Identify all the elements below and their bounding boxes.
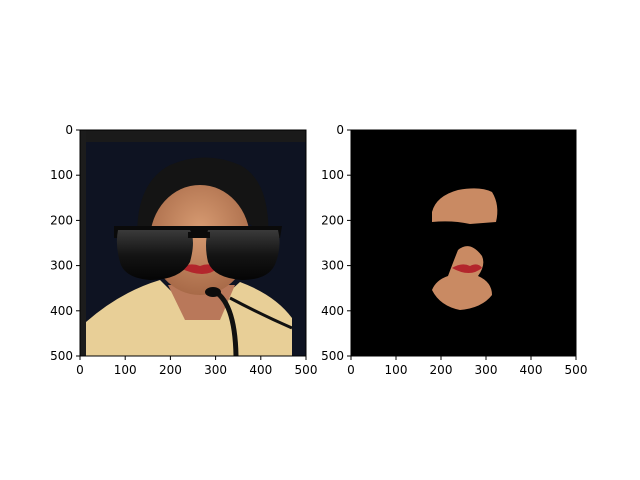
left-ytick-label: 100 xyxy=(50,168,73,182)
sunglasses-bridge xyxy=(188,232,210,238)
lips-shape xyxy=(180,264,218,274)
left-xtick-label: 100 xyxy=(114,363,137,377)
right-ytick-label: 500 xyxy=(321,349,344,363)
left-ytick-label: 0 xyxy=(65,123,73,137)
right-xtick-label: 200 xyxy=(430,363,453,377)
right-image-panel xyxy=(350,129,577,357)
left-ytick-label: 400 xyxy=(50,304,73,318)
lower-face-region xyxy=(432,246,492,310)
right-ytick-label: 400 xyxy=(321,304,344,318)
right-ytick-label: 0 xyxy=(336,123,344,137)
left-image-panel xyxy=(79,129,307,357)
mask-background xyxy=(351,130,576,356)
left-xtick-label: 500 xyxy=(295,363,318,377)
mic-cable xyxy=(229,296,293,330)
right-ytick-label: 300 xyxy=(321,259,344,273)
left-xtick-label: 400 xyxy=(249,363,272,377)
left-xtick-label: 300 xyxy=(204,363,227,377)
right-xtick-label: 100 xyxy=(385,363,408,377)
right-ytick-label: 100 xyxy=(321,168,344,182)
left-ytick-label: 300 xyxy=(50,259,73,273)
masked-lips xyxy=(452,264,482,273)
forehead-region xyxy=(432,188,498,224)
sunglasses-left-lens xyxy=(116,230,193,280)
left-axes-frame xyxy=(79,129,307,357)
sunglasses-right-lens xyxy=(206,230,280,280)
right-xtick-label: 0 xyxy=(347,363,355,377)
left-xtick-label: 0 xyxy=(76,363,84,377)
right-xtick-label: 500 xyxy=(565,363,588,377)
right-axes-frame xyxy=(350,129,577,357)
right-xtick-label: 400 xyxy=(520,363,543,377)
left-xtick-label: 200 xyxy=(159,363,182,377)
mic-head xyxy=(205,287,221,297)
left-ytick-label: 200 xyxy=(50,213,73,227)
right-xtick-label: 300 xyxy=(475,363,498,377)
left-ytick-label: 500 xyxy=(50,349,73,363)
right-ytick-label: 200 xyxy=(321,213,344,227)
photo-top-strip xyxy=(80,130,306,142)
photo-left-strip xyxy=(80,130,86,356)
